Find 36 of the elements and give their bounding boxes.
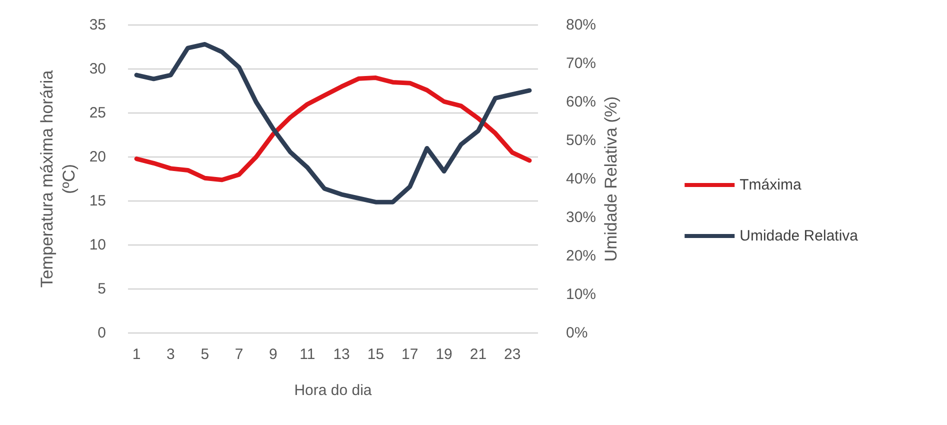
- x-tick-label: 17: [402, 346, 418, 363]
- x-tick-label: 13: [333, 346, 350, 363]
- y-tick-label: 30: [89, 60, 106, 78]
- legend-label: Tmáxima: [740, 176, 802, 194]
- y2-tick-label: 0%: [566, 324, 588, 342]
- x-tick-label: 7: [234, 346, 244, 363]
- x-tick-label: 11: [300, 346, 316, 363]
- legend-label: Umidade Relativa: [740, 228, 859, 244]
- y-tick-label: 15: [89, 192, 106, 210]
- y2-tick-label: 80%: [566, 16, 596, 34]
- x-axis-title: Hora do dia: [294, 382, 372, 399]
- y-tick-label: 10: [89, 236, 106, 254]
- y2-tick-label: 50%: [566, 132, 596, 149]
- y2-tick-label: 70%: [566, 55, 596, 72]
- y-axis-title: Temperatura máxima horária (ºC): [38, 70, 78, 288]
- y-tick-label: 0: [98, 324, 106, 342]
- y-tick-label: 5: [98, 280, 106, 298]
- line-series: [134, 42, 532, 204]
- x-tick-label: 3: [166, 346, 175, 363]
- y2-axis-title: Umidade Relativa (%): [602, 96, 620, 262]
- y2-tick-label: 10%: [566, 286, 596, 303]
- y-tick-label: 20: [89, 148, 106, 166]
- x-tick-label: 21: [470, 346, 487, 363]
- x-tick-label: 1: [132, 346, 141, 363]
- x-tick-label: 9: [269, 346, 278, 363]
- line-series: [134, 76, 532, 182]
- y2-tick-label: 20%: [566, 248, 596, 264]
- y2-tick-label: 30%: [566, 209, 596, 226]
- y-tick-label: 25: [89, 104, 106, 122]
- x-tick-label: 19: [436, 346, 452, 363]
- y-tick-label: 35: [89, 16, 106, 34]
- x-tick-label: 5: [200, 346, 210, 363]
- x-tick-label: 15: [367, 346, 384, 363]
- y2-tick-label: 40%: [566, 170, 596, 188]
- x-tick-label: 23: [504, 346, 521, 363]
- y2-tick-label: 60%: [566, 94, 596, 110]
